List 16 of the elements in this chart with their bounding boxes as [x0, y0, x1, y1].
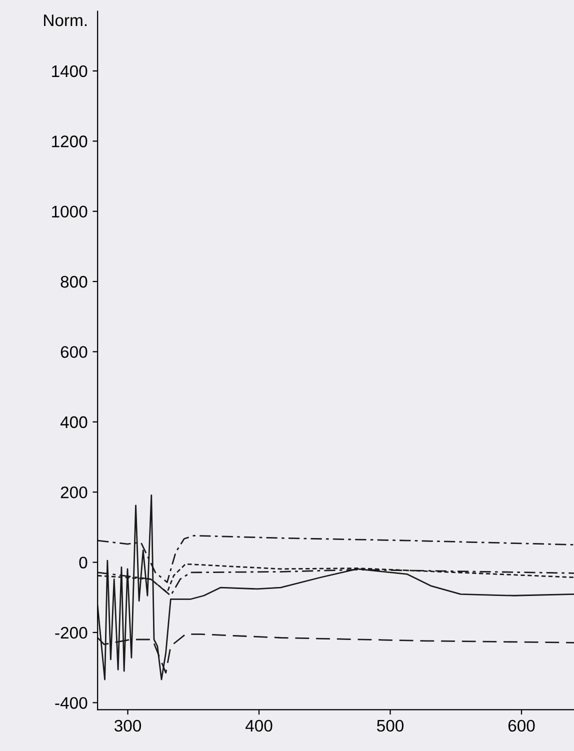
y-tick-label: 0 [79, 556, 88, 568]
y-tick-label: 800 [60, 276, 88, 288]
y-tick-label: -200 [55, 626, 88, 639]
y-tick-label: -400 [55, 697, 88, 709]
y-axis-title: Norm. [44, 14, 87, 26]
x-tick-label: 400 [245, 720, 272, 732]
x-tick-label: 500 [377, 720, 404, 732]
y-tick-label: 1400 [52, 65, 88, 78]
line-series [98, 494, 574, 680]
y-tick-label: 1200 [52, 136, 88, 148]
y-tick-label: 600 [60, 346, 88, 358]
y-tick-label: 400 [60, 416, 88, 428]
y-tick-label: 1000 [52, 206, 88, 218]
x-tick-label: 600 [508, 720, 535, 732]
y-tick-label: 200 [60, 486, 88, 498]
x-tick-label: 300 [114, 720, 142, 732]
